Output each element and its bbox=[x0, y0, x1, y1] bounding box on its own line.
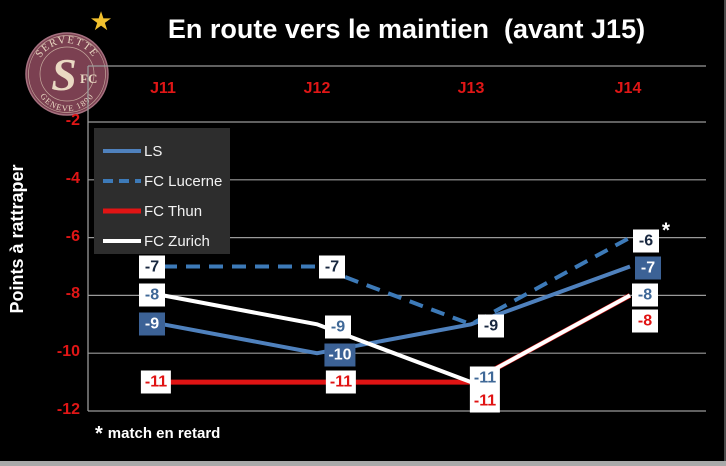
point-label-ls: -10 bbox=[324, 343, 356, 367]
series-line-ls bbox=[162, 264, 631, 356]
slide-edge-right bbox=[724, 0, 726, 461]
legend-entry: FC Thun bbox=[102, 196, 230, 226]
y-tick-label: -6 bbox=[65, 227, 80, 245]
legend-entry: FC Lucerne bbox=[102, 166, 230, 196]
badge-fc-text: FC bbox=[80, 71, 97, 86]
legend-entry: LS bbox=[102, 136, 230, 166]
point-label-zurich: -8 bbox=[632, 283, 658, 307]
point-label-thun: -8 bbox=[632, 309, 658, 333]
y-tick-label: -4 bbox=[65, 169, 80, 187]
late-match-asterisk: * bbox=[661, 219, 671, 242]
legend-label: FC Lucerne bbox=[144, 172, 223, 190]
point-label-zurich: -11 bbox=[469, 366, 501, 390]
slide-edge-bottom bbox=[0, 461, 726, 466]
legend-line-swatch bbox=[103, 239, 141, 243]
legend-label: FC Thun bbox=[144, 202, 203, 220]
point-label-ls: -9 bbox=[139, 312, 165, 336]
y-tick-label: -10 bbox=[56, 343, 80, 361]
point-label-zurich: -9 bbox=[325, 315, 351, 339]
legend-label: LS bbox=[144, 142, 163, 160]
point-label-lucerne: -7 bbox=[139, 255, 165, 279]
point-label-ls: -7 bbox=[635, 256, 661, 280]
x-category-label: J11 bbox=[150, 80, 176, 97]
series-line-fc-lucerne bbox=[163, 235, 631, 327]
legend-line-swatch bbox=[103, 208, 141, 214]
star-icon: ★ bbox=[89, 6, 112, 36]
legend-box: LS FC Lucerne FC Thun FC Zurich bbox=[94, 128, 230, 254]
footnote: * match en retard bbox=[95, 423, 220, 446]
footnote-text: match en retard bbox=[107, 425, 221, 442]
chart-title: En route vers le maintien (avant J15) bbox=[167, 14, 646, 44]
y-tick-label: -12 bbox=[56, 401, 80, 418]
legend-line-swatch bbox=[103, 149, 141, 153]
point-label-lucerne: -7 bbox=[319, 255, 345, 279]
point-label-lucerne: -9 bbox=[478, 314, 504, 338]
badge-center-letter: S bbox=[51, 49, 77, 100]
series-line-fc-zurich bbox=[162, 293, 631, 385]
legend-line-swatch bbox=[103, 179, 141, 183]
point-label-zurich: -8 bbox=[139, 283, 165, 307]
point-label-thun: -11 bbox=[469, 389, 501, 413]
y-tick-label: -8 bbox=[65, 285, 80, 303]
point-label-thun: -11 bbox=[140, 370, 172, 394]
point-label-lucerne: -6 bbox=[633, 229, 659, 253]
x-category-label: J14 bbox=[614, 80, 642, 97]
x-category-label: J13 bbox=[457, 80, 485, 97]
y-tick-label: -2 bbox=[65, 112, 80, 129]
x-category-label: J12 bbox=[303, 80, 331, 97]
legend-entry: FC Zurich bbox=[102, 226, 230, 256]
point-label-thun: -11 bbox=[325, 370, 357, 394]
legend-label: FC Zurich bbox=[144, 232, 210, 250]
footnote-asterisk: * bbox=[95, 423, 103, 445]
